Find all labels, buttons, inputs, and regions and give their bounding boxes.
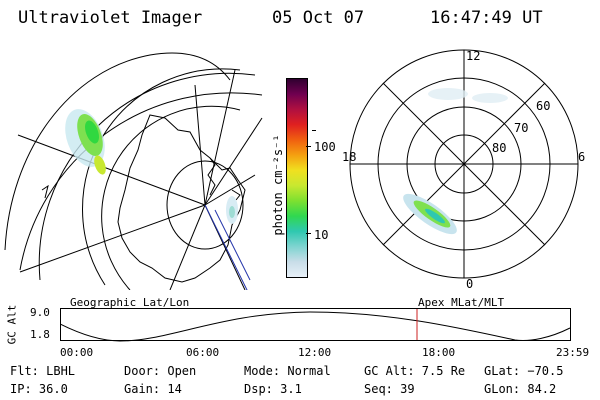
meridian-line xyxy=(19,204,206,273)
polar-circle xyxy=(166,160,244,250)
lat-label-80: 80 xyxy=(492,141,506,155)
coastline-fragment xyxy=(41,184,49,199)
timeline-xtick-2359: 23:59 xyxy=(556,346,590,359)
colorbar-tick-100: 100 xyxy=(314,140,336,154)
colorbar-tick-mark xyxy=(306,146,311,147)
meridian-line xyxy=(194,84,206,206)
geographic-map xyxy=(4,52,263,290)
globe-limb xyxy=(4,52,231,251)
timeline-xtick-1800: 18:00 xyxy=(422,346,456,359)
app-title: Ultraviolet Imager xyxy=(18,8,203,28)
info-mode: Mode: Normal xyxy=(244,364,331,378)
timeline-left-label: Geographic Lat/Lon xyxy=(70,296,190,309)
info-glon: GLon: 84.2 xyxy=(484,382,557,396)
lat-label-60: 60 xyxy=(536,99,550,113)
meridian-line xyxy=(17,134,206,206)
latitude-arc xyxy=(38,72,256,281)
info-dsp: Dsp: 3.1 xyxy=(244,382,302,396)
mlt-label-0: 0 xyxy=(466,277,473,291)
coastline-fragment xyxy=(231,189,241,201)
orbit-track xyxy=(204,204,248,290)
polar-mlt-plot: 12 18 6 0 60 70 80 xyxy=(342,49,585,291)
aurora-emission xyxy=(65,109,238,224)
info-ip: IP: 36.0 xyxy=(10,382,68,396)
orbit-track xyxy=(214,209,251,281)
timeline-xtick-0000: 00:00 xyxy=(60,346,94,359)
mlt-label-12: 12 xyxy=(466,49,480,63)
timeline-ytick-top: 9.0 xyxy=(30,306,50,319)
latitude-arc xyxy=(82,68,241,286)
timeline-xtick-0600: 06:00 xyxy=(186,346,220,359)
timeline-axis-title: GC Alt xyxy=(5,304,19,345)
info-seq: Seq: 39 xyxy=(364,382,415,396)
meridian-line xyxy=(169,204,206,290)
colorbar-label: photon cm⁻²s⁻¹ xyxy=(271,134,285,236)
latitude-arc xyxy=(19,92,263,271)
header-date: 05 Oct 07 xyxy=(272,8,365,28)
colorbar-tick-10: 10 xyxy=(314,228,329,242)
mlt-label-6: 6 xyxy=(578,150,585,164)
latitude-arc xyxy=(101,105,241,290)
timeline-xtick-1200: 12:00 xyxy=(298,346,332,359)
colorbar xyxy=(286,78,308,278)
altitude-curve xyxy=(60,311,571,342)
info-gain: Gain: 14 xyxy=(124,382,182,396)
coastline xyxy=(117,114,246,283)
altitude-timeline xyxy=(60,308,571,342)
info-door: Door: Open xyxy=(124,364,197,378)
mlt-diagonal xyxy=(382,82,546,246)
timeline-ytick-bottom: 1.8 xyxy=(30,328,50,341)
meridian-line xyxy=(204,174,256,206)
coastline-detail xyxy=(207,157,216,196)
meridian-line xyxy=(204,69,236,206)
mlt-label-18: 18 xyxy=(342,150,356,164)
info-glat: GLat: −70.5 xyxy=(484,364,564,378)
lat-label-70: 70 xyxy=(514,121,528,135)
polar-aurora-emission xyxy=(403,88,508,235)
info-gc-alt: GC Alt: 7.5 Re xyxy=(364,364,466,378)
meridian-line xyxy=(204,117,263,206)
colorbar-tick-mark xyxy=(306,233,311,234)
info-flt: Flt: LBHL xyxy=(10,364,76,378)
timeline-right-label: Apex MLat/MLT xyxy=(418,296,505,309)
colorbar-tick-mark xyxy=(312,130,316,131)
header-time: 16:47:49 UT xyxy=(430,8,543,28)
